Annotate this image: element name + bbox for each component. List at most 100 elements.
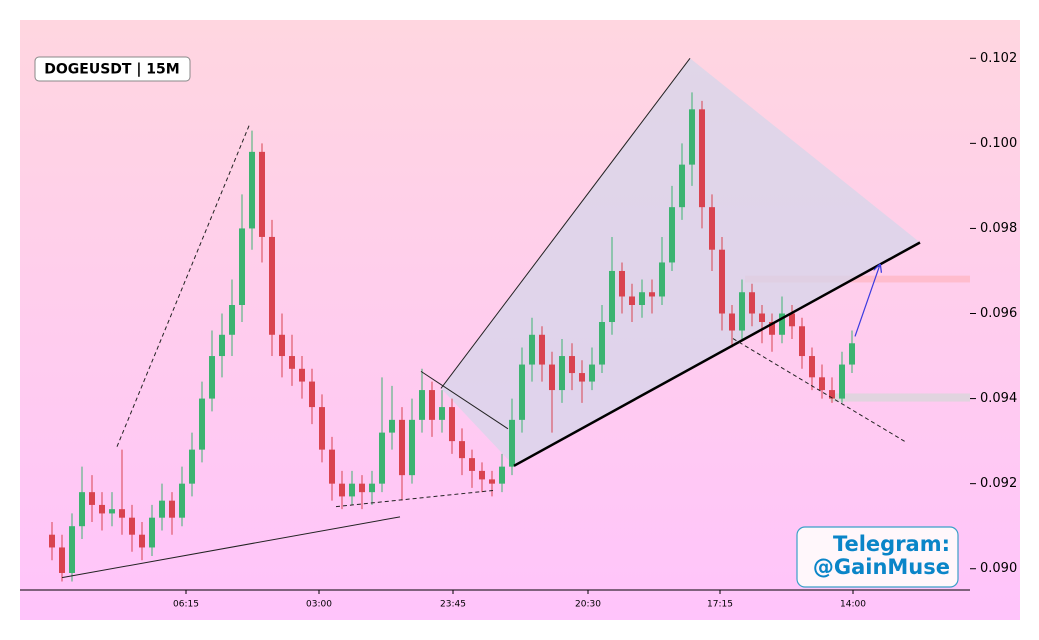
y-tick-label: 0.098 [980, 221, 1017, 236]
candle-body [639, 292, 645, 305]
candle-body [249, 151, 255, 229]
candle-body [589, 364, 595, 382]
y-tick-label: 0.092 [980, 476, 1017, 491]
candle-body [519, 364, 525, 420]
candle-body [379, 432, 385, 484]
candle-body [259, 151, 265, 237]
candle-body [459, 441, 465, 459]
candle-body [659, 262, 665, 297]
candle-body [829, 390, 835, 399]
candle-body [469, 458, 475, 471]
candle-body [59, 547, 65, 573]
candle-body [179, 483, 185, 518]
candle-body [479, 470, 485, 480]
candle-body [709, 207, 715, 250]
candle-body [819, 377, 825, 391]
candle-body [599, 322, 605, 365]
candle-body [199, 398, 205, 450]
candle-body [189, 449, 195, 484]
candle-body [269, 236, 275, 335]
candle-body [569, 356, 575, 374]
candle-body [489, 479, 495, 484]
candle-body [79, 492, 85, 527]
trend-line [335, 489, 494, 508]
candle-body [619, 270, 625, 297]
trend-line [420, 370, 509, 430]
candle-body [729, 313, 735, 331]
y-tick-label: 0.094 [980, 391, 1017, 406]
candle-body [159, 500, 165, 518]
candle-body [439, 407, 445, 420]
zone [830, 393, 970, 402]
candle-body [579, 373, 585, 382]
watermark: @GainMuse [813, 555, 950, 579]
candle-body [499, 466, 505, 484]
candle-body [299, 368, 305, 382]
candle-body [69, 526, 75, 573]
trend-line [513, 241, 921, 467]
candle-body [279, 334, 285, 357]
candle-body [209, 356, 215, 399]
candle-body [689, 109, 695, 165]
candle-body [839, 364, 845, 399]
candle-body [389, 419, 395, 433]
candle-body [759, 313, 765, 323]
candle-body [89, 492, 95, 505]
candle-body [799, 326, 805, 357]
candle-body [119, 509, 125, 518]
title-box [34, 56, 191, 82]
candle-body [349, 483, 355, 497]
watermark-box [796, 526, 959, 588]
x-tick-label: 06:15 [173, 600, 199, 610]
candle-body [339, 483, 345, 497]
candle-body [229, 305, 235, 335]
y-tick-label: 0.100 [980, 136, 1017, 151]
candle-body [49, 534, 55, 548]
candle-body [809, 356, 815, 378]
candle-body [289, 356, 295, 369]
candle-body [419, 390, 425, 420]
trend-line [732, 338, 906, 442]
candle-body [219, 334, 225, 357]
candle-body [539, 334, 545, 365]
candle-body [99, 504, 105, 514]
y-tick-label: 0.102 [980, 51, 1017, 66]
candle-body [319, 407, 325, 450]
candle-body [359, 483, 365, 493]
candle-body [549, 364, 555, 391]
x-tick-label: 23:45 [440, 600, 466, 610]
x-tick-label: 03:00 [306, 600, 332, 610]
candle-body [749, 292, 755, 314]
candle-body [369, 483, 375, 493]
x-tick-label: 20:30 [575, 600, 601, 610]
y-tick-label: 0.090 [980, 561, 1017, 576]
candle-body [769, 322, 775, 335]
candle-body [309, 381, 315, 408]
candle-body [559, 356, 565, 391]
candle-body [849, 343, 855, 365]
y-tick-label: 0.096 [980, 306, 1017, 321]
candle-body [649, 292, 655, 297]
candle-body [779, 313, 785, 335]
candle-body [169, 500, 175, 518]
candle-body [239, 228, 245, 305]
x-tick-label: 14:00 [840, 600, 866, 610]
candle-body [679, 164, 685, 208]
candle-body [399, 419, 405, 476]
candle-body [739, 292, 745, 331]
candle-body [329, 449, 335, 484]
trend-line [440, 57, 691, 389]
trend-line [116, 123, 251, 447]
candle-body [789, 313, 795, 327]
candle-body [719, 249, 725, 314]
candle-body [149, 517, 155, 548]
chart-title: DOGEUSDT | 15M [44, 62, 179, 78]
candle-body [609, 270, 615, 323]
watermark: Telegram: [833, 532, 950, 556]
trend-line [61, 516, 401, 579]
candle-body [699, 109, 705, 208]
x-tick-label: 17:15 [707, 600, 733, 610]
target-arrow [854, 265, 880, 337]
zone [745, 275, 970, 283]
